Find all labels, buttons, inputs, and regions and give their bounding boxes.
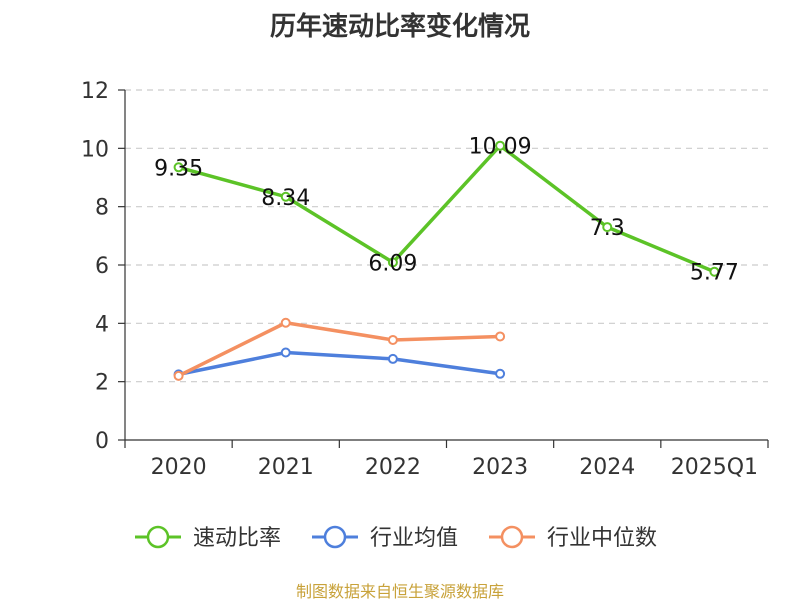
y-tick-label: 2 (95, 371, 109, 396)
x-tick-label: 2021 (258, 455, 314, 480)
x-tick-label: 2023 (472, 455, 528, 480)
data-point (280, 191, 291, 202)
data-label: 10.09 (469, 135, 532, 160)
axes: 0 2 4 6 8 10 12 2020 2021 2022 2023 2024 2025Q1 (81, 79, 769, 480)
x-tick-label: 2022 (365, 455, 421, 480)
data-point (387, 257, 398, 268)
legend-label: 行业中位数 (547, 526, 657, 551)
source-note: 制图数据来自恒生聚源数据库 (295, 582, 504, 601)
y-tick-label: 8 (95, 196, 109, 221)
legend-marker (500, 525, 524, 549)
data-point (387, 334, 398, 345)
x-tick-label: 2024 (579, 455, 635, 480)
data-point (602, 222, 613, 233)
legend-label: 行业均值 (370, 526, 458, 551)
series-lines (173, 140, 720, 381)
data-point (173, 370, 184, 381)
data-point (709, 266, 720, 277)
series-line (178, 143, 716, 274)
x-tick-label: 2020 (151, 455, 207, 480)
data-label: 5.77 (690, 261, 739, 286)
y-tick-label: 6 (95, 254, 109, 279)
data-label: 6.09 (368, 251, 417, 276)
y-tick-label: 10 (81, 137, 109, 162)
data-point (280, 347, 291, 358)
data-point (495, 140, 506, 151)
data-label: 7.3 (590, 216, 625, 241)
data-point (173, 162, 184, 173)
data-point (495, 331, 506, 342)
x-tick-label: 2025Q1 (671, 455, 758, 480)
legend-marker (146, 525, 170, 549)
y-tick-label: 4 (95, 312, 109, 337)
data-label: 8.34 (261, 186, 310, 211)
grid-lines (125, 89, 768, 383)
data-point (280, 317, 291, 328)
series-line (178, 350, 501, 377)
chart-title: 历年速动比率变化情况 (269, 12, 530, 42)
data-point (495, 368, 506, 379)
y-tick-label: 12 (81, 79, 109, 104)
legend-marker (323, 525, 347, 549)
legend-label: 速动比率 (193, 526, 281, 551)
data-point (387, 353, 398, 364)
data-labels: 9.35 8.34 6.09 10.09 7.3 5.77 (154, 135, 739, 286)
y-tick-label: 0 (95, 429, 109, 454)
series-line (177, 321, 501, 378)
data-label: 9.35 (154, 156, 203, 181)
legend: 速动比率 行业均值 行业中位数 (135, 525, 657, 551)
